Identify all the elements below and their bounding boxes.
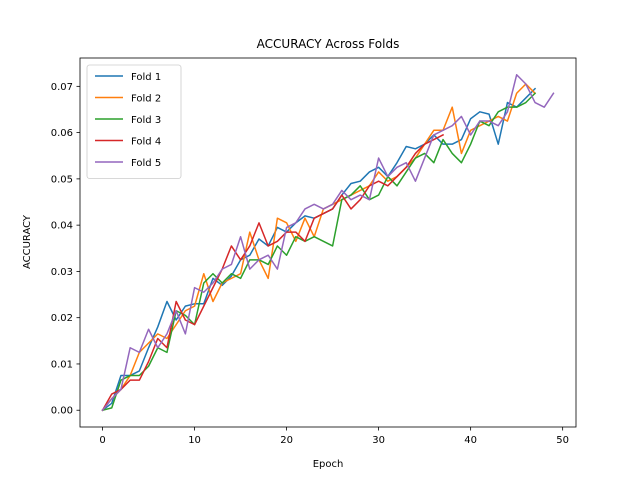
x-tick-label-40: 40	[464, 435, 477, 446]
axes-frame	[79, 57, 577, 428]
plot-area	[101, 74, 555, 412]
x-tick-label-0: 0	[99, 435, 105, 446]
y-tick-label-4: 0.04	[51, 221, 73, 232]
y-tick-label-5: 0.05	[51, 174, 73, 185]
chart-title: ACCURACY Across Folds	[257, 37, 400, 51]
series-line-3	[101, 92, 537, 412]
y-tick-label-1: 0.01	[51, 359, 73, 370]
x-tick-label-50: 50	[556, 435, 569, 446]
y-tick-label-2: 0.02	[51, 313, 73, 324]
y-tick-label-7: 0.07	[51, 82, 73, 93]
legend-box	[86, 64, 182, 179]
x-axis-label: Epoch	[313, 459, 344, 470]
legend-label-1: Fold 1	[131, 72, 161, 83]
x-tick-label-30: 30	[372, 435, 385, 446]
legend: Fold 1 Fold 2 Fold 3 Fold 4 Fold 5	[86, 64, 182, 179]
y-tick-label-0: 0.00	[51, 406, 73, 417]
series-line-5	[101, 74, 555, 412]
series-line-4	[101, 133, 445, 412]
legend-label-3: Fold 3	[131, 115, 161, 126]
y-tick-label-6: 0.06	[51, 128, 73, 139]
y-axis-label: ACCURACY	[22, 214, 33, 269]
y-tick-label-3: 0.03	[51, 267, 73, 278]
axes: 0 10 20 30 40 50 0.00 0.01 0.02 0.03 0.04 0.05 0.06 0…	[51, 57, 577, 446]
x-tick-label-20: 20	[280, 435, 293, 446]
x-tick-label-10: 10	[188, 435, 201, 446]
series-line-2	[101, 83, 537, 412]
legend-label-4: Fold 4	[131, 137, 161, 148]
legend-label-2: Fold 2	[131, 94, 161, 105]
legend-label-5: Fold 5	[131, 158, 161, 169]
